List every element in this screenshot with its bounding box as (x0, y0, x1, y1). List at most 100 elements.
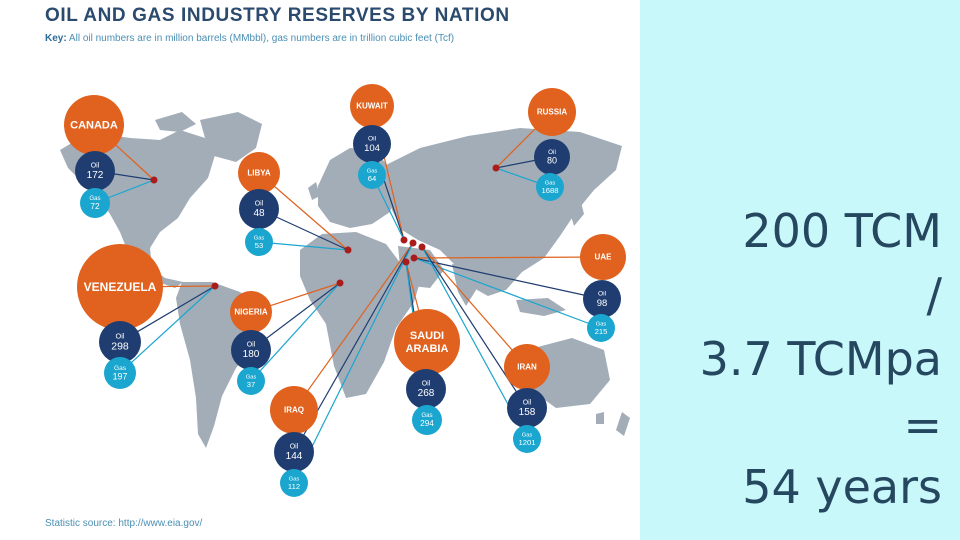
saudi-arabia-oil-bubble-circle (406, 369, 446, 409)
kuwait-gas-bubble-text-1: Gas (367, 168, 378, 174)
reserves-map: CANADAOil172Gas72KUWAITOil104Gas64RUSSIA… (60, 84, 630, 497)
saudi-arabia-gas-bubble-text-1: Gas (421, 412, 432, 419)
saudi-arabia-oil-bubble-text-1: Oil (422, 381, 431, 388)
kuwait-oil-bubble-text-2: 104 (364, 143, 380, 154)
venezuela-oil-bubble-circle (99, 321, 141, 363)
kuwait-country-bubble-text-1: KUWAIT (356, 102, 388, 111)
venezuela-country-bubble-text-1: VENEZUELA (84, 280, 157, 294)
canada-oil-bubble-text-1: Oil (91, 163, 100, 170)
iraq-country-line (293, 242, 414, 411)
kuwait-country-bubble: KUWAIT (350, 84, 394, 128)
calc-equals-sign: = (903, 398, 942, 452)
uae-oil-line (413, 257, 603, 300)
uae-gas-bubble-text-2: 215 (595, 327, 608, 336)
libya-gas-line (258, 241, 349, 251)
canada-country-bubble-text-1: CANADA (70, 120, 118, 132)
venezuela-country-bubble-circle (77, 244, 163, 330)
russia-oil-bubble-text-2: 80 (547, 156, 557, 166)
uae-country-bubble: UAE (580, 234, 626, 280)
venezuela-country-bubble: VENEZUELA (77, 244, 163, 330)
libya-gas-bubble-circle (245, 228, 273, 256)
russia-oil-bubble-circle (534, 139, 570, 175)
russia-country-bubble-circle (528, 88, 576, 136)
russia-oil-bubble-text-1: Oil (548, 149, 556, 156)
venezuela-gas-bubble-circle (104, 357, 136, 389)
kuwait-oil-bubble-circle (353, 125, 391, 163)
canada-location-marker (150, 176, 158, 184)
iraq-location-marker (409, 239, 417, 247)
russia-country-bubble-text-1: RUSSIA (537, 108, 567, 117)
iran-country-line (421, 246, 528, 368)
nigeria-oil-bubble-circle (231, 330, 271, 370)
libya-oil-bubble-circle (239, 189, 279, 229)
iraq-gas-line (293, 242, 414, 484)
iraq-oil-bubble-circle (274, 432, 314, 472)
libya-country-bubble-text-1: LIBYA (247, 169, 270, 178)
nigeria-country-bubble-text-1: NIGERIA (234, 308, 268, 317)
kuwait-gas-bubble-circle (358, 161, 386, 189)
source-note: Statistic source: http://www.eia.gov/ (45, 518, 203, 529)
uae-country-line (413, 256, 604, 259)
canada-gas-bubble-text-1: Gas (89, 195, 100, 202)
iraq-oil-bubble-text-2: 144 (286, 451, 303, 462)
iran-gas-bubble-text-1: Gas (522, 432, 533, 438)
russia-gas-bubble-text-1: Gas (545, 180, 556, 186)
iraq-country-bubble-circle (270, 386, 318, 434)
iran-location-marker (418, 243, 426, 251)
iran-oil-bubble-circle (507, 388, 547, 428)
saudi-arabia-gas-bubble-text-2: 294 (420, 419, 434, 428)
nigeria-location-marker (336, 279, 344, 287)
uae-oil-bubble-text-2: 98 (597, 298, 608, 309)
saudi-arabia-gas-bubble-circle (412, 405, 442, 435)
libya-gas-bubble-text-1: Gas (254, 235, 265, 241)
libya-gas-bubble-text-2: 53 (255, 241, 264, 250)
kuwait-country-bubble-circle (350, 84, 394, 128)
iran-gas-bubble-text-2: 1201 (518, 438, 535, 447)
nigeria-gas-bubble-text-2: 37 (247, 380, 256, 389)
iraq-country-bubble-text-1: IRAQ (284, 406, 304, 415)
nigeria-gas-line (250, 282, 341, 382)
uae-location-marker (410, 254, 418, 262)
iraq-oil-bubble-text-1: Oil (290, 444, 299, 451)
iran-country-bubble: IRAN (504, 344, 550, 390)
nigeria-gas-bubble-text-1: Gas (246, 374, 257, 380)
canada-oil-bubble-text-2: 172 (87, 170, 104, 181)
libya-location-marker (344, 246, 352, 254)
saudi-arabia-oil-bubble-text-2: 268 (418, 388, 435, 399)
nigeria-gas-bubble-circle (237, 367, 265, 395)
saudi-arabia-country-bubble-text-1: SAUDI (410, 330, 444, 342)
venezuela-gas-bubble-text-2: 197 (113, 372, 128, 382)
nation-bubbles: CANADAOil172Gas72KUWAITOil104Gas64RUSSIA… (64, 84, 626, 497)
iraq-gas-bubble-text-2: 112 (288, 482, 300, 491)
uae-country-bubble-circle (580, 234, 626, 280)
uae-oil-bubble-text-1: Oil (598, 291, 607, 298)
canada-gas-bubble-text-2: 72 (90, 202, 100, 211)
uae-gas-line (413, 257, 602, 329)
libya-country-bubble: LIBYA (238, 152, 280, 194)
calculation-panel: 200 TCM / 3.7 TCMpa = 54 years (640, 0, 960, 540)
calc-annual-use: 3.7 TCMpa (699, 332, 942, 386)
calc-reserves: 200 TCM (742, 204, 942, 258)
nigeria-country-bubble-circle (230, 291, 272, 333)
infographic-title: OIL AND GAS INDUSTRY RESERVES BY NATION (45, 5, 510, 26)
venezuela-location-marker (211, 282, 219, 290)
russia-gas-bubble-text-2: 1688 (541, 186, 558, 195)
iraq-gas-bubble-circle (280, 469, 308, 497)
location-markers (150, 164, 500, 290)
libya-country-bubble-circle (238, 152, 280, 194)
russia-country-bubble: RUSSIA (528, 88, 576, 136)
